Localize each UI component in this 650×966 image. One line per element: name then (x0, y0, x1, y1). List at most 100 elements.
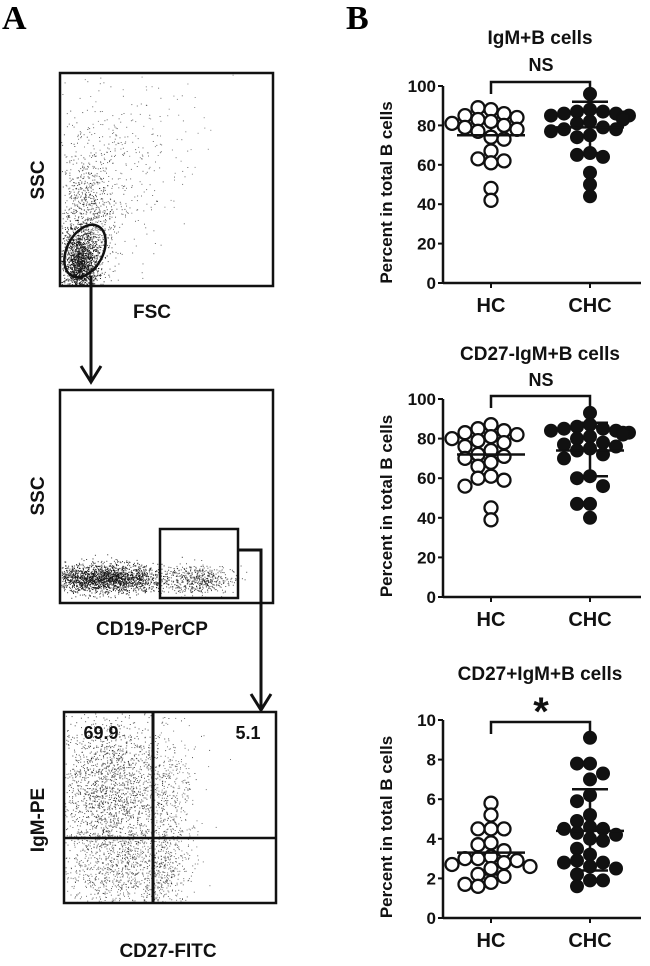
data-point (483, 454, 499, 471)
y-tick-label: 4 (427, 830, 437, 849)
data-point (496, 472, 512, 488)
y-tick-label: 0 (427, 274, 436, 293)
data-point (444, 430, 460, 447)
y-axis-label: IgM-PE (28, 788, 49, 852)
data-point (583, 128, 597, 143)
data-point (483, 835, 499, 851)
series-chc (544, 405, 636, 525)
y-tick-label: 8 (427, 751, 436, 770)
data-point (570, 841, 584, 856)
data-point (483, 192, 499, 208)
data-point (570, 756, 584, 771)
data-point (583, 859, 597, 874)
data-point (583, 165, 597, 180)
data-point (557, 421, 571, 436)
panel-b-label: B (346, 0, 369, 37)
data-point (496, 868, 512, 885)
series-hc (444, 795, 538, 894)
scatter-dots (65, 713, 231, 903)
flow-plot-fsc-ssc: FSC SSC (28, 71, 275, 323)
data-point (496, 821, 512, 837)
y-tick-label: 0 (427, 909, 436, 928)
x-axis-label: FSC (133, 302, 171, 323)
significance-bracket (489, 394, 592, 408)
data-point (570, 147, 584, 162)
data-point (583, 496, 597, 511)
data-point (470, 821, 486, 837)
data-point (583, 189, 597, 204)
data-point (570, 853, 584, 868)
data-point (544, 423, 558, 438)
data-point (583, 808, 597, 822)
data-point (496, 117, 512, 134)
data-point (583, 772, 597, 787)
data-point (609, 122, 623, 137)
quadrant-upper-left-value: 69.9 (83, 723, 118, 743)
data-point (470, 432, 486, 449)
data-point (596, 479, 610, 494)
data-point (583, 756, 597, 771)
data-point (583, 429, 597, 444)
flow-plot-cd27-igm: 69.9 5.1 CD27-FITC IgM-PE (28, 710, 278, 962)
y-tick-label: 20 (417, 548, 436, 567)
data-point (483, 874, 499, 891)
data-point (570, 879, 584, 894)
significance-bracket (489, 720, 592, 734)
gating-arrow-elbow-icon (238, 548, 273, 713)
significance-bracket (489, 80, 592, 94)
data-point (457, 478, 473, 494)
y-axis-label: Percent in total B cells (377, 736, 396, 918)
data-point (570, 814, 584, 828)
data-point (444, 856, 460, 873)
data-point (457, 119, 473, 136)
data-point (616, 427, 630, 442)
series-chc (556, 730, 624, 894)
data-point (583, 730, 597, 745)
data-point (583, 405, 597, 420)
data-point (496, 153, 512, 169)
panel-a-label: A (2, 0, 27, 37)
scatter-dots (61, 74, 234, 286)
data-point (570, 431, 584, 446)
data-point (570, 130, 584, 145)
data-point (522, 858, 538, 875)
data-point (596, 873, 610, 888)
y-tick-label: 40 (417, 509, 436, 528)
data-point (583, 146, 597, 160)
series-hc (444, 100, 525, 208)
data-point (583, 441, 597, 456)
series-hc (444, 417, 525, 528)
data-point (509, 121, 525, 137)
y-axis-label: SSC (28, 476, 49, 515)
x-category-label: CHC (568, 930, 611, 952)
data-point (483, 807, 499, 823)
data-point (583, 831, 597, 846)
x-category-label: HC (477, 295, 506, 317)
data-point (444, 115, 460, 132)
y-tick-label: 60 (417, 469, 436, 488)
data-point (609, 861, 623, 876)
data-point (470, 151, 486, 167)
data-point (483, 113, 499, 130)
y-tick-label: 80 (417, 116, 436, 135)
y-tick-label: 2 (427, 869, 436, 888)
y-tick-label: 0 (427, 588, 436, 607)
data-point (583, 847, 597, 862)
data-point (483, 129, 499, 145)
plot-frame (58, 388, 275, 605)
chart-title: CD27-IgM+B cells (460, 344, 620, 365)
data-point (544, 124, 558, 139)
data-point (583, 788, 597, 803)
series-chc (544, 86, 636, 204)
y-tick-label: 100 (408, 390, 436, 409)
data-point (583, 417, 597, 432)
y-tick-label: 40 (417, 195, 436, 214)
data-point (483, 428, 499, 445)
data-point (509, 426, 525, 443)
data-point (583, 114, 597, 129)
data-point (557, 855, 571, 870)
x-category-label: CHC (568, 295, 611, 317)
data-point (557, 821, 571, 836)
data-point (457, 425, 473, 441)
